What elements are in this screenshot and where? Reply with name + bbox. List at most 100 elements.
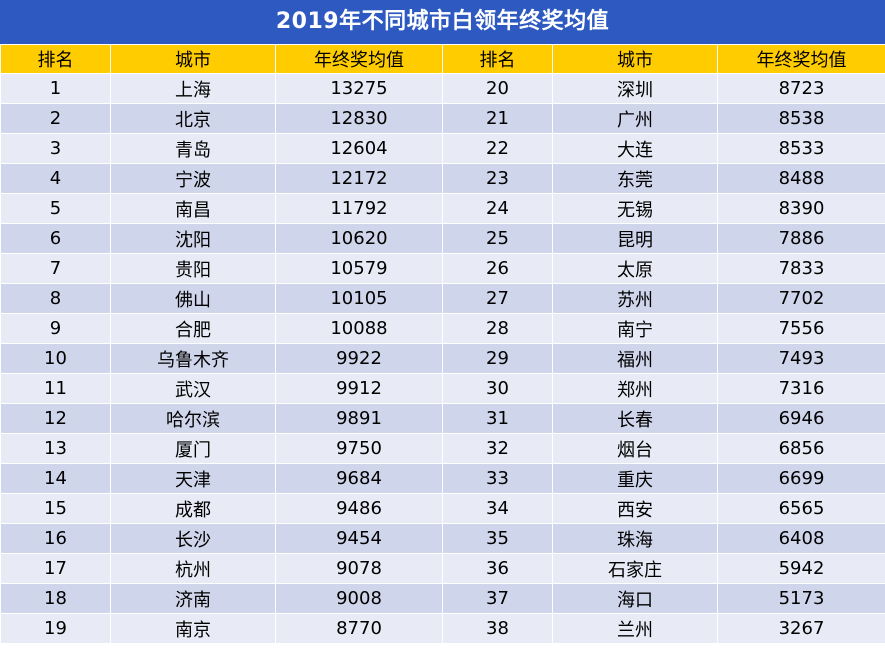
cell-city: 哈尔滨 — [110, 403, 276, 434]
table-row: 9 合肥 10088 28 南宁 7556 — [0, 313, 885, 344]
cell-rank: 8 — [0, 283, 111, 314]
cell-rank: 5 — [0, 193, 111, 224]
cell-rank: 31 — [442, 403, 553, 434]
cell-city: 北京 — [110, 103, 276, 134]
cell-rank: 15 — [0, 493, 111, 524]
table-row: 17 杭州 9078 36 石家庄 5942 — [0, 553, 885, 584]
cell-rank: 2 — [0, 103, 111, 134]
cell-city: 南京 — [110, 613, 276, 644]
header-city: 城市 — [552, 44, 718, 74]
cell-city: 沈阳 — [110, 223, 276, 254]
cell-city: 贵阳 — [110, 253, 276, 284]
table-row: 11 武汉 9912 30 郑州 7316 — [0, 373, 885, 404]
cell-city: 石家庄 — [552, 553, 718, 584]
cell-bonus: 11792 — [275, 193, 443, 224]
header-rank: 排名 — [0, 44, 111, 74]
cell-bonus: 9008 — [275, 583, 443, 614]
header-rank: 排名 — [442, 44, 553, 74]
cell-rank: 20 — [442, 73, 553, 104]
cell-bonus: 9750 — [275, 433, 443, 464]
cell-rank: 32 — [442, 433, 553, 464]
cell-bonus: 7316 — [717, 373, 885, 404]
cell-bonus: 10579 — [275, 253, 443, 284]
cell-bonus: 9078 — [275, 553, 443, 584]
cell-bonus: 12604 — [275, 133, 443, 164]
cell-rank: 24 — [442, 193, 553, 224]
cell-rank: 36 — [442, 553, 553, 584]
cell-city: 大连 — [552, 133, 718, 164]
cell-rank: 37 — [442, 583, 553, 614]
cell-rank: 28 — [442, 313, 553, 344]
cell-bonus: 10105 — [275, 283, 443, 314]
cell-bonus: 8770 — [275, 613, 443, 644]
cell-bonus: 7493 — [717, 343, 885, 374]
cell-rank: 30 — [442, 373, 553, 404]
table-row: 3 青岛 12604 22 大连 8533 — [0, 133, 885, 164]
cell-bonus: 10088 — [275, 313, 443, 344]
table-row: 12 哈尔滨 9891 31 长春 6946 — [0, 403, 885, 434]
cell-city: 郑州 — [552, 373, 718, 404]
cell-bonus: 13275 — [275, 73, 443, 104]
cell-city: 上海 — [110, 73, 276, 104]
cell-bonus: 8390 — [717, 193, 885, 224]
cell-rank: 23 — [442, 163, 553, 194]
header-bonus: 年终奖均值 — [717, 44, 885, 74]
cell-bonus: 9486 — [275, 493, 443, 524]
table-row: 5 南昌 11792 24 无锡 8390 — [0, 193, 885, 224]
cell-city: 天津 — [110, 463, 276, 494]
table-row: 8 佛山 10105 27 苏州 7702 — [0, 283, 885, 314]
cell-bonus: 9922 — [275, 343, 443, 374]
cell-city: 苏州 — [552, 283, 718, 314]
cell-rank: 3 — [0, 133, 111, 164]
header-row: 排名 城市 年终奖均值 排名 城市 年终奖均值 — [0, 44, 885, 74]
cell-rank: 4 — [0, 163, 111, 194]
cell-city: 西安 — [552, 493, 718, 524]
cell-rank: 26 — [442, 253, 553, 284]
cell-rank: 9 — [0, 313, 111, 344]
cell-city: 济南 — [110, 583, 276, 614]
table-row: 15 成都 9486 34 西安 6565 — [0, 493, 885, 524]
cell-city: 无锡 — [552, 193, 718, 224]
cell-rank: 10 — [0, 343, 111, 374]
cell-city: 长沙 — [110, 523, 276, 554]
cell-city: 珠海 — [552, 523, 718, 554]
table-row: 6 沈阳 10620 25 昆明 7886 — [0, 223, 885, 254]
cell-bonus: 5173 — [717, 583, 885, 614]
cell-city: 东莞 — [552, 163, 718, 194]
cell-bonus: 9684 — [275, 463, 443, 494]
table-row: 10 乌鲁木齐 9922 29 福州 7493 — [0, 343, 885, 374]
cell-bonus: 6946 — [717, 403, 885, 434]
header-bonus: 年终奖均值 — [275, 44, 443, 74]
cell-bonus: 8533 — [717, 133, 885, 164]
cell-bonus: 6565 — [717, 493, 885, 524]
cell-city: 佛山 — [110, 283, 276, 314]
cell-bonus: 3267 — [717, 613, 885, 644]
cell-city: 广州 — [552, 103, 718, 134]
cell-city: 昆明 — [552, 223, 718, 254]
cell-city: 宁波 — [110, 163, 276, 194]
cell-rank: 14 — [0, 463, 111, 494]
cell-rank: 21 — [442, 103, 553, 134]
cell-rank: 38 — [442, 613, 553, 644]
cell-bonus: 6856 — [717, 433, 885, 464]
cell-rank: 6 — [0, 223, 111, 254]
cell-city: 福州 — [552, 343, 718, 374]
table-row: 18 济南 9008 37 海口 5173 — [0, 583, 885, 614]
cell-rank: 16 — [0, 523, 111, 554]
cell-bonus: 10620 — [275, 223, 443, 254]
cell-bonus: 6408 — [717, 523, 885, 554]
cell-rank: 13 — [0, 433, 111, 464]
cell-rank: 19 — [0, 613, 111, 644]
cell-city: 乌鲁木齐 — [110, 343, 276, 374]
cell-city: 厦门 — [110, 433, 276, 464]
cell-city: 太原 — [552, 253, 718, 284]
cell-bonus: 9454 — [275, 523, 443, 554]
cell-rank: 35 — [442, 523, 553, 554]
cell-rank: 33 — [442, 463, 553, 494]
cell-bonus: 9891 — [275, 403, 443, 434]
cell-city: 南昌 — [110, 193, 276, 224]
header-city: 城市 — [110, 44, 276, 74]
cell-bonus: 7556 — [717, 313, 885, 344]
cell-city: 海口 — [552, 583, 718, 614]
cell-city: 兰州 — [552, 613, 718, 644]
